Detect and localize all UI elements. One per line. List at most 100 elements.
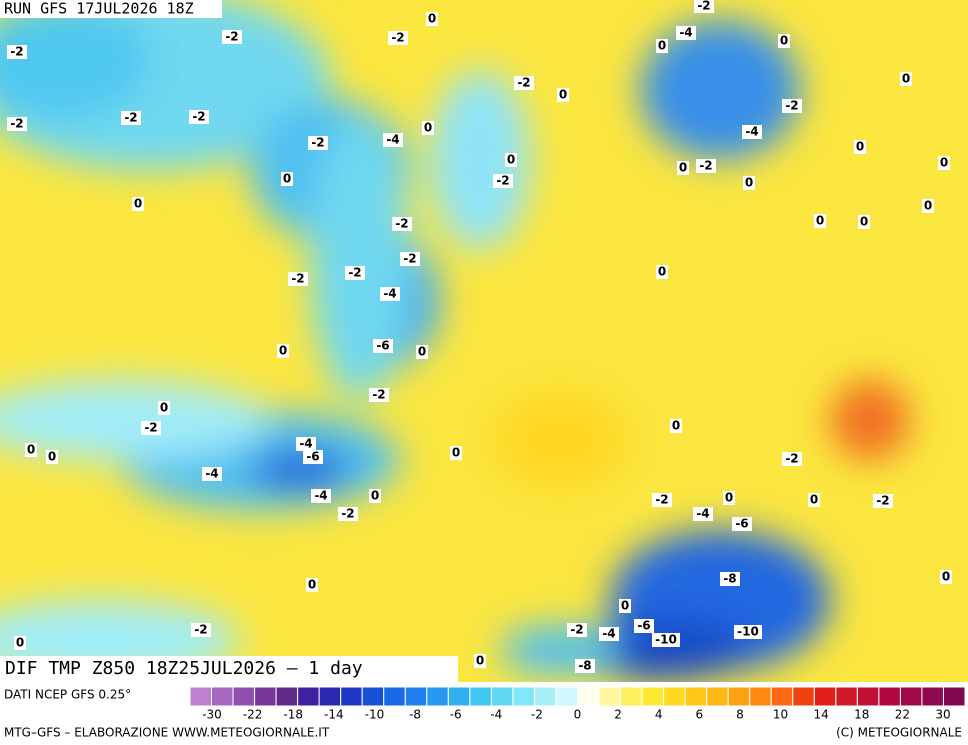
contour-label: 0 (860, 215, 868, 229)
scale-box (254, 686, 277, 707)
label-bg (814, 214, 826, 228)
footer-left: MTG–GFS – ELABORAZIONE WWW.METEOGIORNALE… (4, 726, 330, 740)
contour-label: 0 (725, 491, 733, 505)
label-bg (121, 111, 141, 125)
scale-box (856, 686, 880, 707)
label-bg (380, 287, 400, 301)
label-bg (619, 599, 631, 613)
contour-label: -4 (602, 627, 615, 641)
label-bg (14, 636, 26, 650)
scale-box (447, 686, 471, 707)
scale-box (835, 686, 858, 707)
label-bg (474, 654, 486, 668)
contour-label: -2 (124, 111, 137, 125)
contour-label: 0 (559, 88, 567, 102)
contour-label: -2 (517, 76, 530, 90)
scale-label: -18 (283, 708, 303, 722)
label-bg (281, 172, 293, 186)
scale-box (297, 686, 320, 707)
scale-box (426, 686, 449, 707)
contour-label: -2 (372, 388, 385, 402)
contour-label: -6 (376, 339, 389, 353)
scale-box (878, 686, 901, 707)
contour-label: 0 (16, 636, 24, 650)
scale-box (749, 686, 772, 707)
scale-label: 4 (655, 708, 663, 722)
label-bg (296, 437, 316, 451)
contour-label: 0 (160, 401, 168, 415)
scale-box (533, 686, 557, 707)
contour-label: 0 (428, 12, 436, 26)
contour-label: -4 (386, 133, 399, 147)
contour-label: -2 (225, 30, 238, 44)
label-bg (575, 659, 595, 673)
contour-label: 0 (418, 345, 426, 359)
label-bg (693, 507, 713, 521)
contour-label: -10 (737, 625, 759, 639)
contour-label: -2 (311, 136, 324, 150)
label-bg (514, 76, 534, 90)
scale-box (490, 686, 514, 707)
contour-label: 0 (371, 489, 379, 503)
label-bg (46, 450, 58, 464)
scale-box (792, 686, 815, 707)
contour-label: -6 (306, 450, 319, 464)
contour-label: -2 (395, 217, 408, 231)
contour-label: -2 (697, 0, 710, 13)
contour-label: 0 (924, 199, 932, 213)
contour-label: -4 (696, 507, 709, 521)
label-bg (808, 493, 820, 507)
contour-label: 0 (308, 578, 316, 592)
scale-box (620, 686, 643, 707)
contour-label: -2 (194, 623, 207, 637)
contour-label: -2 (144, 421, 157, 435)
scale-label: 6 (696, 708, 704, 722)
contour-label: -2 (341, 507, 354, 521)
scale-label: -4 (490, 708, 502, 722)
label-bg (732, 517, 752, 531)
contour-label: 0 (856, 140, 864, 154)
label-bg (652, 633, 680, 647)
contour-label: 0 (476, 654, 484, 668)
contour-label: -4 (745, 125, 758, 139)
scale-box (727, 686, 751, 707)
scale-box (318, 686, 342, 707)
label-bg (7, 45, 27, 59)
label-bg (858, 215, 870, 229)
scale-label: -30 (202, 708, 222, 722)
label-bg (189, 110, 209, 124)
contour-label: -2 (391, 31, 404, 45)
contour-label: -2 (348, 266, 361, 280)
contour-label: 0 (279, 344, 287, 358)
scale-box (383, 686, 406, 707)
contour-label: -6 (735, 517, 748, 531)
label-bg (422, 121, 434, 135)
label-bg (900, 72, 912, 86)
scale-label: -2 (531, 708, 543, 722)
contour-label: 0 (942, 570, 950, 584)
label-bg (345, 266, 365, 280)
contour-label: 0 (816, 214, 824, 228)
contour-label: -2 (192, 110, 205, 124)
scale-box (706, 686, 729, 707)
scale-box (404, 686, 428, 707)
label-bg (720, 572, 740, 586)
contour-label: 0 (424, 121, 432, 135)
label-bg (656, 39, 668, 53)
label-bg (493, 174, 513, 188)
label-bg (158, 401, 170, 415)
contour-label: -2 (655, 493, 668, 507)
contour-label: 0 (27, 443, 35, 457)
scale-box (770, 686, 794, 707)
label-bg (734, 625, 762, 639)
label-bg (656, 265, 668, 279)
contour-label: 0 (810, 493, 818, 507)
contour-label: 0 (679, 161, 687, 175)
label-bg (567, 623, 587, 637)
contour-label: -2 (699, 159, 712, 173)
label-bg (416, 345, 428, 359)
label-bg (383, 133, 403, 147)
label-bg (873, 494, 893, 508)
label-bg (277, 344, 289, 358)
